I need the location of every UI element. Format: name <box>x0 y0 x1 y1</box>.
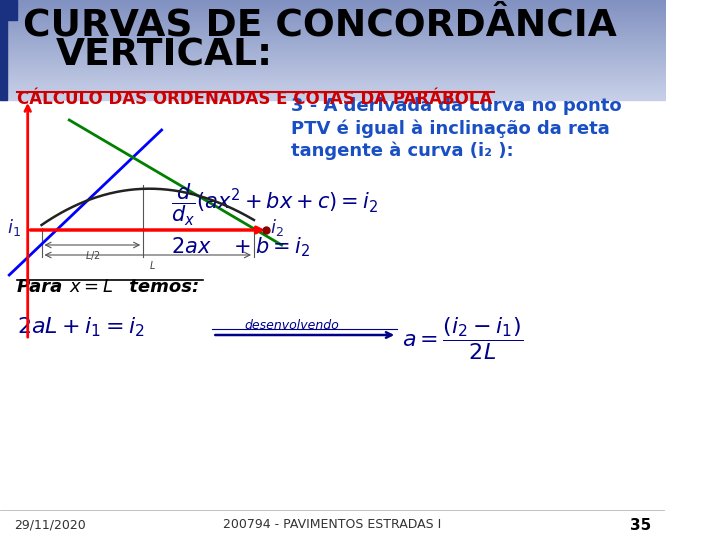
Text: tangente à curva (i₂ ):: tangente à curva (i₂ ): <box>291 141 513 159</box>
Text: $2aL+i_1=i_2$: $2aL+i_1=i_2$ <box>17 315 145 339</box>
Text: $i_2$: $i_2$ <box>270 217 284 238</box>
Text: $x=L$: $x=L$ <box>69 278 114 296</box>
Text: desenvolvendo: desenvolvendo <box>245 319 339 332</box>
Text: $L$: $L$ <box>149 259 156 271</box>
Bar <box>0 20 7 100</box>
Text: $i_1$: $i_1$ <box>7 217 22 238</box>
Text: $\dfrac{d}{d_x}(ax^2+bx+c)=i_2$: $\dfrac{d}{d_x}(ax^2+bx+c)=i_2$ <box>171 182 378 228</box>
Text: CURVAS DE CONCORDÂNCIA: CURVAS DE CONCORDÂNCIA <box>23 7 617 43</box>
Text: PTV é igual à inclinação da reta: PTV é igual à inclinação da reta <box>291 119 610 138</box>
Text: VERTICAL:: VERTICAL: <box>55 37 273 73</box>
Text: CÁLCULO DAS ORDENADAS E COTAS DA PARÁBOLA: CÁLCULO DAS ORDENADAS E COTAS DA PARÁBOL… <box>17 90 492 108</box>
Text: 3 - A derivada da curva no ponto: 3 - A derivada da curva no ponto <box>291 97 621 115</box>
Text: 29/11/2020: 29/11/2020 <box>14 518 86 531</box>
Text: Para: Para <box>17 278 74 296</box>
Text: $2ax\ \ \ +b=i_2$: $2ax\ \ \ +b=i_2$ <box>171 235 310 259</box>
Text: $L/2$: $L/2$ <box>84 249 100 262</box>
Text: 35: 35 <box>630 518 651 533</box>
Text: $a=\dfrac{(i_2-i_1)}{2L}$: $a=\dfrac{(i_2-i_1)}{2L}$ <box>402 315 523 362</box>
Bar <box>0 0 17 20</box>
Text: 200794 - PAVIMENTOS ESTRADAS I: 200794 - PAVIMENTOS ESTRADAS I <box>223 518 441 531</box>
Text: temos:: temos: <box>123 278 199 296</box>
